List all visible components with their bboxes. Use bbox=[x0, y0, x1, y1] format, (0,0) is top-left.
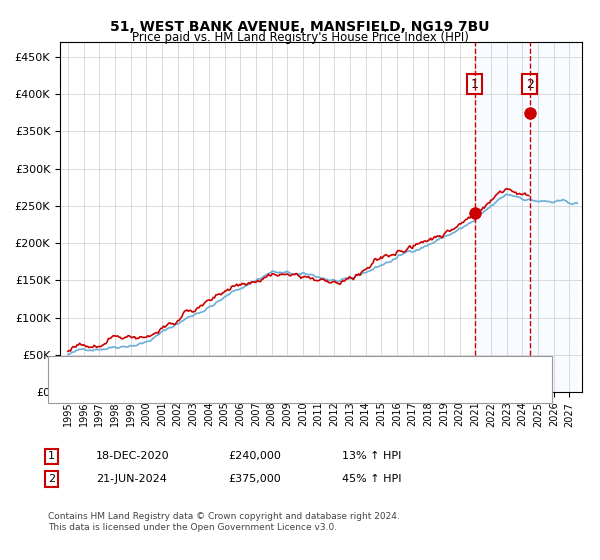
Text: HPI: Average price, detached house, Mansfield: HPI: Average price, detached house, Mans… bbox=[111, 388, 354, 398]
Text: 13% ↑ HPI: 13% ↑ HPI bbox=[342, 451, 401, 461]
Text: 51, WEST BANK AVENUE, MANSFIELD, NG19 7BU: 51, WEST BANK AVENUE, MANSFIELD, NG19 7B… bbox=[110, 20, 490, 34]
Text: 2: 2 bbox=[48, 474, 55, 484]
Text: 51, WEST BANK AVENUE, MANSFIELD, NG19 7BU (detached house): 51, WEST BANK AVENUE, MANSFIELD, NG19 7B… bbox=[111, 361, 459, 371]
Bar bbox=[530, 42, 577, 392]
Text: 1: 1 bbox=[471, 77, 479, 91]
Bar bbox=[475, 42, 530, 392]
Text: Contains HM Land Registry data © Crown copyright and database right 2024.
This d: Contains HM Land Registry data © Crown c… bbox=[48, 512, 400, 532]
Text: 2: 2 bbox=[526, 77, 534, 91]
Text: 21-JUN-2024: 21-JUN-2024 bbox=[96, 474, 167, 484]
Text: 45% ↑ HPI: 45% ↑ HPI bbox=[342, 474, 401, 484]
Text: £375,000: £375,000 bbox=[228, 474, 281, 484]
Text: 18-DEC-2020: 18-DEC-2020 bbox=[96, 451, 170, 461]
Text: 1: 1 bbox=[48, 451, 55, 461]
Text: £240,000: £240,000 bbox=[228, 451, 281, 461]
Text: Price paid vs. HM Land Registry's House Price Index (HPI): Price paid vs. HM Land Registry's House … bbox=[131, 31, 469, 44]
